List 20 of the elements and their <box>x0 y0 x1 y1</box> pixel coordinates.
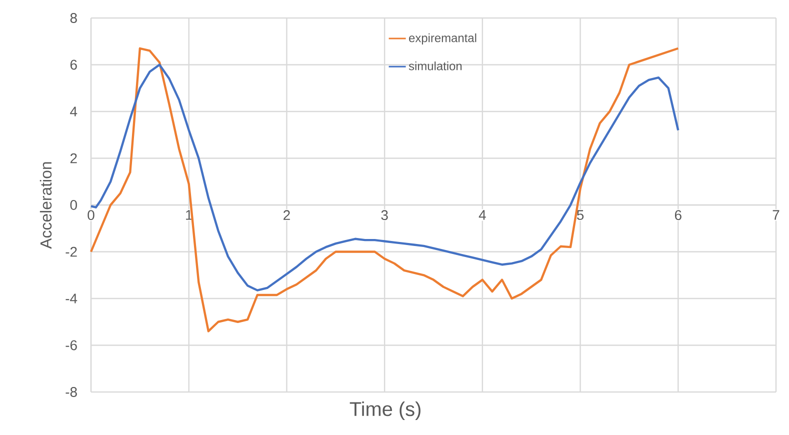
y-tick-label: -6 <box>66 340 77 350</box>
x-tick-label: 4 <box>478 210 486 220</box>
legend-label: expiremantal <box>409 33 476 45</box>
y-axis-title: Acceleration <box>40 162 52 249</box>
y-tick-label: 4 <box>70 106 78 116</box>
x-tick-label: 0 <box>88 210 94 220</box>
y-tick-label: 8 <box>70 13 77 23</box>
legend-label: simulation <box>408 62 462 70</box>
x-tick-label: 3 <box>381 210 388 220</box>
y-tick-label: -8 <box>66 387 77 397</box>
x-axis-title: Time (s) <box>350 402 420 420</box>
x-tick-label: 7 <box>772 210 780 220</box>
y-tick-label: 0 <box>70 200 77 210</box>
x-tick-label: 6 <box>674 210 682 220</box>
y-tick-label: 6 <box>70 60 77 70</box>
y-tick-label: -2 <box>66 246 77 257</box>
y-tick-label: -4 <box>66 294 78 304</box>
x-tick-label: 5 <box>576 210 584 220</box>
x-tick-label: 2 <box>284 210 290 220</box>
y-tick-label: 2 <box>70 153 77 164</box>
